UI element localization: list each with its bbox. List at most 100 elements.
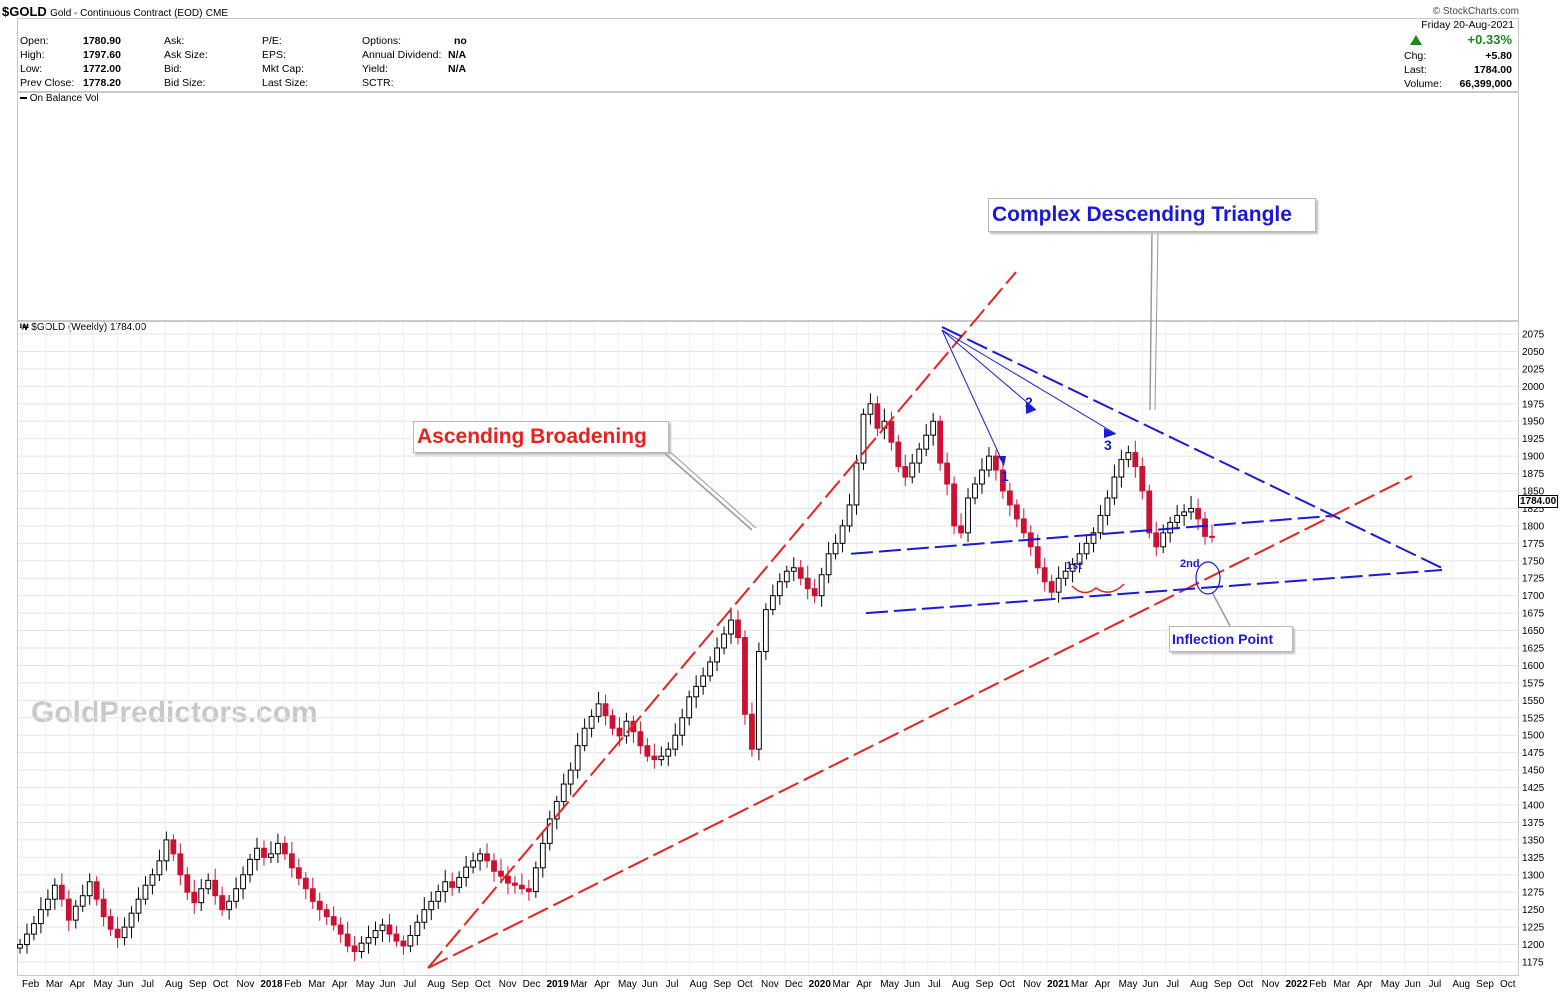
y-tick-label: 1400: [1522, 801, 1545, 812]
y-tick-label: 1425: [1522, 783, 1545, 794]
y-tick-label: 1975: [1522, 399, 1545, 410]
candle-body: [498, 870, 504, 877]
candle-body: [1146, 490, 1153, 534]
candle-body: [135, 898, 142, 914]
x-tick-label: 2020: [809, 979, 832, 990]
x-tick-label: Sep: [1214, 979, 1232, 990]
arrow-1-icon: [998, 456, 1006, 466]
quote-grid: Open: 1780.90 High: 1797.60 Low: 1772.00…: [20, 33, 1515, 93]
options-label: Options:: [362, 35, 402, 47]
candle-body: [463, 866, 470, 879]
arrow-2-icon: [1026, 402, 1036, 414]
candle-body: [895, 441, 902, 468]
x-tick-label: May: [94, 979, 113, 990]
broadening-lower-line: [427, 475, 1413, 969]
candle-body: [1104, 497, 1111, 516]
volume-value: 66,399,000: [1459, 78, 1512, 90]
candle-body: [288, 853, 295, 869]
candle-body: [414, 921, 421, 936]
x-tick-label: Nov: [1262, 979, 1280, 990]
yield-value: N/A: [448, 63, 467, 75]
x-tick-label: Apr: [856, 979, 872, 990]
candle-body: [609, 715, 616, 729]
x-tick-label: Sep: [1476, 979, 1494, 990]
candle-body: [170, 839, 177, 855]
ask-size-label: Ask Size:: [164, 49, 208, 61]
x-tick-label: Apr: [1095, 979, 1111, 990]
symbol: $GOLD: [2, 4, 47, 19]
x-tick-label: Oct: [213, 979, 229, 990]
candle-body: [993, 455, 999, 471]
second-test-label: 2nd: [1180, 558, 1200, 570]
candle-body: [233, 888, 239, 902]
inflection-pointer: [1211, 591, 1231, 627]
y-tick-label: 1375: [1522, 818, 1545, 829]
candle-body: [1055, 577, 1062, 593]
x-tick-label: Oct: [475, 979, 491, 990]
pe-label: P/E:: [262, 35, 282, 47]
instrument-name: Gold - Continuous Contract (EOD): [50, 8, 203, 19]
candle-body: [358, 942, 365, 953]
prev-close-label: Prev Close:: [20, 77, 75, 89]
quote-right: Friday 20-Aug-2021 +0.33% Chg: +5.80 Las…: [1400, 19, 1514, 91]
x-tick-label: Sep: [713, 979, 731, 990]
candle-body: [309, 888, 316, 902]
candle-body: [484, 853, 490, 862]
wave-label-1: 1: [1001, 468, 1009, 484]
open-label: Open:: [20, 35, 49, 47]
candle-body: [853, 462, 860, 506]
x-tick-label: May: [618, 979, 637, 990]
candle-body: [965, 497, 971, 534]
candle-body: [581, 727, 588, 747]
candle-body: [24, 933, 30, 946]
candle-body: [790, 567, 797, 572]
candle-body: [930, 420, 937, 436]
candle-body: [1041, 567, 1048, 583]
low-label: Low:: [20, 63, 43, 75]
candle-body: [1118, 459, 1125, 478]
high-value: 1797.60: [83, 49, 121, 61]
source-credit: © StockCharts.com: [1432, 6, 1519, 17]
candle-body: [330, 916, 337, 926]
x-tick-label: Jul: [1166, 979, 1179, 990]
candle-body: [379, 924, 386, 932]
x-tick-label: Nov: [499, 979, 517, 990]
mktcap-label: Mkt Cap:: [262, 63, 305, 75]
candle-body: [316, 900, 323, 911]
descending-pointer-2: [1154, 231, 1159, 411]
yield-label: Yield:: [362, 63, 388, 75]
y-tick-label: 2075: [1522, 330, 1545, 341]
candle-body: [1076, 553, 1083, 565]
x-tick-label: Aug: [165, 979, 183, 990]
candle-body: [672, 734, 679, 750]
candle-body: [679, 717, 686, 736]
candle-body: [1174, 514, 1181, 523]
x-tick-label: Mar: [833, 979, 851, 990]
candle-body: [268, 853, 274, 858]
x-tick-label: Jun: [380, 979, 396, 990]
y-tick-label: 1750: [1522, 556, 1545, 567]
candle-body: [735, 619, 741, 639]
y-tick-label: 1175: [1522, 958, 1544, 969]
dividend-value: N/A: [448, 49, 467, 61]
indicator-panel: [17, 92, 1519, 321]
exchange: CME: [205, 8, 228, 19]
candle-body: [707, 661, 714, 677]
y-tick-label: 1925: [1522, 434, 1545, 445]
candle-body: [1062, 570, 1069, 579]
x-tick-label: Nov: [761, 979, 779, 990]
candle-body: [344, 933, 351, 947]
indicator-label: On Balance Vol: [29, 93, 99, 104]
watermark: GoldPredictors.com: [31, 696, 318, 729]
y-tick-label: 1825: [1522, 504, 1545, 515]
candle-legend-icon: ₩: [20, 322, 29, 332]
candle-body: [553, 801, 560, 820]
x-tick-label: Oct: [1238, 979, 1254, 990]
y-tick-label: 1725: [1522, 574, 1545, 585]
candle-body: [38, 909, 44, 925]
candles: [17, 393, 1215, 962]
candle-body: [923, 434, 930, 450]
ascending-pointer-2: [668, 450, 757, 529]
candle-body: [909, 462, 916, 478]
volume-label: Volume:: [1404, 78, 1442, 90]
